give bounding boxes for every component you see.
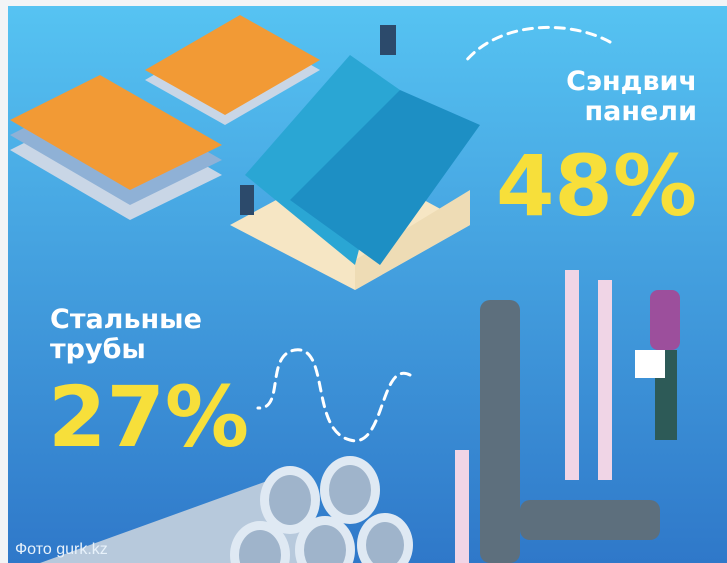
label: Сэндвич — [566, 66, 697, 97]
wave-arrow — [256, 348, 412, 443]
arrow — [463, 25, 612, 64]
label: трубы — [50, 334, 146, 365]
pipe-wall — [455, 270, 680, 563]
house — [230, 25, 480, 290]
label: Стальные — [50, 304, 202, 335]
percentage: 48% — [496, 137, 697, 235]
percentage: 27% — [48, 368, 249, 466]
panel-stacks — [10, 15, 320, 220]
label: панели — [584, 96, 697, 127]
steel-pipes — [40, 456, 413, 563]
credit: Фото gurk.kz — [15, 541, 108, 558]
